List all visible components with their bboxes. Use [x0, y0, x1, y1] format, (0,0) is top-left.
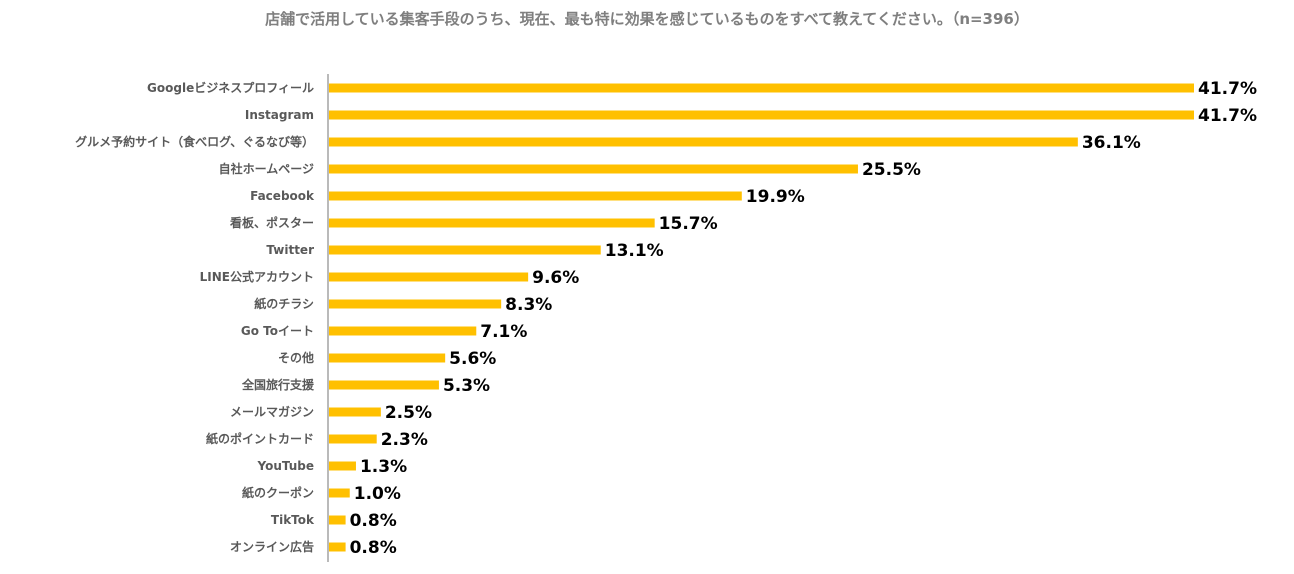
- bar: [329, 461, 356, 471]
- value-label: 0.8%: [350, 511, 397, 531]
- category-label: TikTok: [271, 513, 315, 527]
- value-label: 5.6%: [449, 349, 496, 369]
- bar: [329, 272, 529, 282]
- bar: [329, 191, 742, 201]
- bar: [329, 326, 477, 336]
- value-label: 2.5%: [385, 403, 432, 423]
- bar: [329, 542, 346, 552]
- bar: [329, 353, 446, 363]
- category-label: Instagram: [245, 108, 314, 122]
- bar: [329, 137, 1078, 147]
- bar: [329, 488, 350, 498]
- value-label: 0.8%: [350, 538, 397, 558]
- value-label: 41.7%: [1198, 79, 1257, 99]
- bar: [329, 434, 377, 444]
- category-label: Facebook: [250, 189, 315, 203]
- value-label: 25.5%: [862, 160, 921, 180]
- category-label: オンライン広告: [230, 539, 314, 554]
- value-label: 19.9%: [746, 187, 805, 207]
- value-label: 2.3%: [381, 430, 428, 450]
- bar: [329, 407, 381, 417]
- value-label: 8.3%: [505, 295, 552, 315]
- category-label: 看板、ポスター: [230, 215, 314, 230]
- bar: [329, 515, 346, 525]
- value-label: 36.1%: [1082, 133, 1141, 153]
- category-label: 紙のポイントカード: [206, 431, 314, 446]
- value-label: 13.1%: [605, 241, 664, 261]
- value-label: 9.6%: [532, 268, 579, 288]
- value-label: 1.3%: [360, 457, 407, 477]
- chart-title: 店舗で活用している集客手段のうち、現在、最も特に効果を感じているものをすべて教え…: [265, 10, 1029, 28]
- category-label: YouTube: [256, 459, 314, 473]
- category-label: Go Toイート: [241, 324, 314, 338]
- category-label: Twitter: [266, 243, 314, 257]
- value-label: 41.7%: [1198, 106, 1257, 126]
- category-label: 自社ホームページ: [219, 161, 314, 176]
- value-label: 5.3%: [443, 376, 490, 396]
- bar: [329, 299, 502, 309]
- bar: [329, 83, 1194, 93]
- category-label: Googleビジネスプロフィール: [147, 80, 314, 95]
- category-label: グルメ予約サイト（食べログ、ぐるなび等）: [75, 134, 314, 149]
- bar: [329, 164, 858, 174]
- value-label: 1.0%: [354, 484, 401, 504]
- category-label: LINE公式アカウント: [200, 269, 314, 284]
- category-label: 紙のクーポン: [242, 485, 314, 500]
- bar: [329, 218, 655, 228]
- bar: [329, 110, 1194, 120]
- value-label: 15.7%: [659, 214, 718, 234]
- value-label: 7.1%: [480, 322, 527, 342]
- category-label: 全国旅行支援: [241, 377, 315, 392]
- bar: [329, 245, 601, 255]
- category-label: メールマガジン: [230, 404, 314, 419]
- category-label: 紙のチラシ: [254, 296, 314, 311]
- bar: [329, 380, 439, 390]
- category-label: その他: [278, 350, 314, 365]
